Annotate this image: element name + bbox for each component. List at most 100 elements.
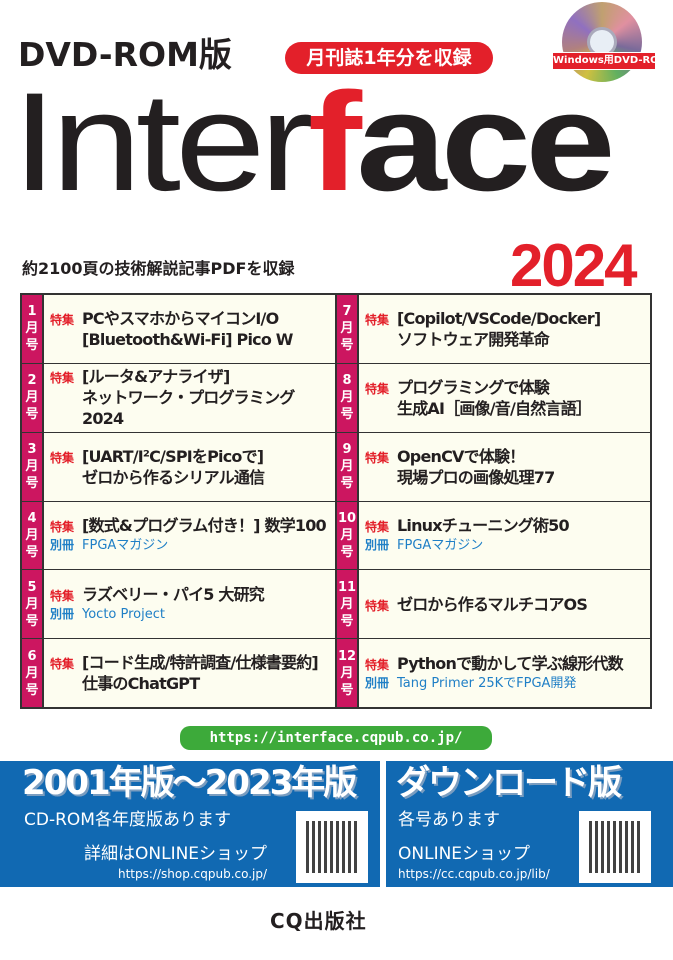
feature-title: ネットワーク・プログラミング2024: [82, 388, 295, 429]
issue-content: 特集 Linuxチューニング術50 別冊 FPGAマガジン: [359, 502, 650, 570]
back-issues-panel: 2001年版～2023年版 CD-ROM各年度版あります 詳細はONLINEショ…: [0, 761, 380, 887]
month-char: 12: [337, 648, 357, 664]
issue-cell: 6 月号特集 [コード生成/特許調査/仕様書要約] 仕事のChatGPT: [22, 639, 335, 707]
month-char: 月: [340, 527, 354, 543]
issue-content: 特集 PCやスマホからマイコンI/O [Bluetooth&Wi-Fi] Pico …: [44, 295, 335, 363]
supplement-title: Tang Primer 25KでFPGA開発: [397, 676, 577, 692]
month-char: 月: [25, 596, 39, 612]
month-char: 11: [337, 579, 357, 595]
qr-code-icon[interactable]: [296, 811, 368, 883]
month-char: 号: [25, 613, 39, 629]
month-char: 1: [27, 304, 37, 320]
month-char: 月: [25, 527, 39, 543]
month-char: 月: [25, 390, 39, 406]
panel-text: CD-ROM各年度版あります: [24, 810, 231, 830]
supplement-tag: 別冊: [50, 607, 75, 622]
issue-content: 特集 [Copilot/VSCode/Docker] ソフトウェア開発革命: [359, 295, 650, 363]
issue-cell: 2 月号特集 [ルータ&アナライザ] ネットワーク・プログラミング2024: [22, 363, 335, 432]
feature-tag: 特集: [50, 589, 75, 604]
feature-title: [UART/I²C/SPIをPicoで]: [82, 446, 264, 466]
subtitle: 約2100頁の技術解説記事PDFを収録: [22, 259, 295, 278]
month-char: 号: [25, 338, 39, 354]
feature-title: ラズベリー・パイ5 大研究: [82, 585, 265, 605]
issue-cell: 8 月号特集 プログラミングで体験 生成AI［画像/音/自然言語］: [337, 363, 650, 432]
shop-url[interactable]: https://shop.cqpub.co.jp/: [118, 867, 268, 881]
issue-content: 特集 プログラミングで体験 生成AI［画像/音/自然言語］: [359, 364, 650, 432]
issue-cell: 10 月号特集 Linuxチューニング術50 別冊 FPGAマガジン: [337, 501, 650, 570]
download-panel: ダウンロード版 各号あります ONLINEショップ https://cc.cqp…: [386, 761, 673, 887]
feature-tag: 特集: [50, 312, 75, 327]
feature-title: [ルータ&アナライザ]: [82, 367, 230, 387]
month-char: 月: [340, 665, 354, 681]
month-char: 号: [340, 407, 354, 423]
issue-content: 特集 Pythonで動かして学ぶ線形代数 別冊 Tang Primer 25KでFPG…: [359, 639, 650, 707]
month-char: 8: [342, 373, 352, 389]
website-url[interactable]: https://interface.cqpub.co.jp/: [180, 726, 492, 750]
month-char: 号: [25, 544, 39, 560]
issue-cell: 11 月号特集 ゼロから作るマルチコアOS: [337, 570, 650, 639]
library-url[interactable]: https://cc.cqpub.co.jp/lib/: [398, 867, 550, 881]
panel-text: 詳細はONLINEショップ: [84, 844, 268, 864]
month-char: 月: [25, 665, 39, 681]
month-char: 号: [25, 407, 39, 423]
collection-badge: 月刊誌1年分を収録: [285, 42, 493, 74]
issue-content: 特集 ゼロから作るマルチコアOS: [359, 570, 650, 638]
month-char: 月: [340, 459, 354, 475]
feature-tag: 特集: [365, 520, 390, 535]
issue-content: 特集 OpenCVで体験！ 現場プロの画像処理77: [359, 433, 650, 501]
supplement-title: FPGAマガジン: [397, 538, 484, 554]
month-char: 2: [27, 373, 37, 389]
feature-title: 生成AI［画像/音/自然言語］: [397, 398, 592, 418]
month-char: 10: [337, 510, 357, 526]
supplement-tag: 別冊: [50, 538, 75, 553]
panel-text: 各号あります: [398, 810, 500, 830]
issue-content: 特集 [UART/I²C/SPIをPicoで] ゼロから作るシリアル通信: [44, 433, 335, 501]
qr-code-icon[interactable]: [579, 811, 651, 883]
feature-title: Pythonで動かして学ぶ線形代数: [397, 654, 624, 674]
month-char: 号: [25, 682, 39, 698]
month-char: 9: [342, 442, 352, 458]
month-char: 7: [342, 304, 352, 320]
month-char: 月: [340, 596, 354, 612]
supplement-title: Yocto Project: [82, 607, 165, 623]
issue-cell: 12 月号特集 Pythonで動かして学ぶ線形代数 別冊 Tang Primer 25K…: [337, 639, 650, 707]
issue-cell: 9 月号特集 OpenCVで体験！ 現場プロの画像処理77: [337, 432, 650, 501]
feature-title: Linuxチューニング術50: [397, 516, 570, 536]
feature-title: PCやスマホからマイコンI/O: [82, 308, 279, 328]
feature-tag: 特集: [365, 598, 390, 613]
month-char: 6: [27, 648, 37, 664]
month-char: 3: [27, 442, 37, 458]
panel-text: ONLINEショップ: [398, 844, 531, 864]
feature-title: 現場プロの画像処理77: [397, 467, 555, 487]
issue-cell: 5 月号特集 ラズベリー・パイ5 大研究 別冊 Yocto Project: [22, 570, 335, 639]
edition-label: DVD-ROM版: [18, 35, 232, 74]
supplement-title: FPGAマガジン: [82, 538, 169, 554]
month-tab: 11 月号: [337, 570, 359, 639]
month-char: 号: [340, 613, 354, 629]
feature-tag: 特集: [365, 312, 390, 327]
issue-cell: 7 月号特集 [Copilot/VSCode/Docker] ソフトウェア開発革命: [337, 295, 650, 363]
month-char: 月: [340, 321, 354, 337]
issue-cell: 4 月号特集 [数式&プログラム付き！] 数学100 別冊 FPGAマガジン: [22, 501, 335, 570]
month-char: 月: [25, 321, 39, 337]
issue-content: 特集 [ルータ&アナライザ] ネットワーク・プログラミング2024: [44, 364, 335, 432]
disc-label: Windows用DVD-ROM: [552, 52, 669, 70]
feature-tag: 特集: [50, 450, 75, 465]
issue-cell: 1 月号特集 PCやスマホからマイコンI/O [Bluetooth&Wi-Fi] Pi…: [22, 295, 335, 363]
issue-content: 特集 [コード生成/特許調査/仕様書要約] 仕事のChatGPT: [44, 639, 335, 707]
feature-title: [数式&プログラム付き！] 数学100: [82, 516, 327, 536]
month-char: 月: [25, 459, 39, 475]
feature-tag: 特集: [365, 381, 390, 396]
feature-tag: 特集: [50, 657, 75, 672]
supplement-tag: 別冊: [365, 538, 390, 553]
month-tab: 12 月号: [337, 639, 359, 707]
feature-title: [コード生成/特許調査/仕様書要約]: [82, 653, 319, 673]
